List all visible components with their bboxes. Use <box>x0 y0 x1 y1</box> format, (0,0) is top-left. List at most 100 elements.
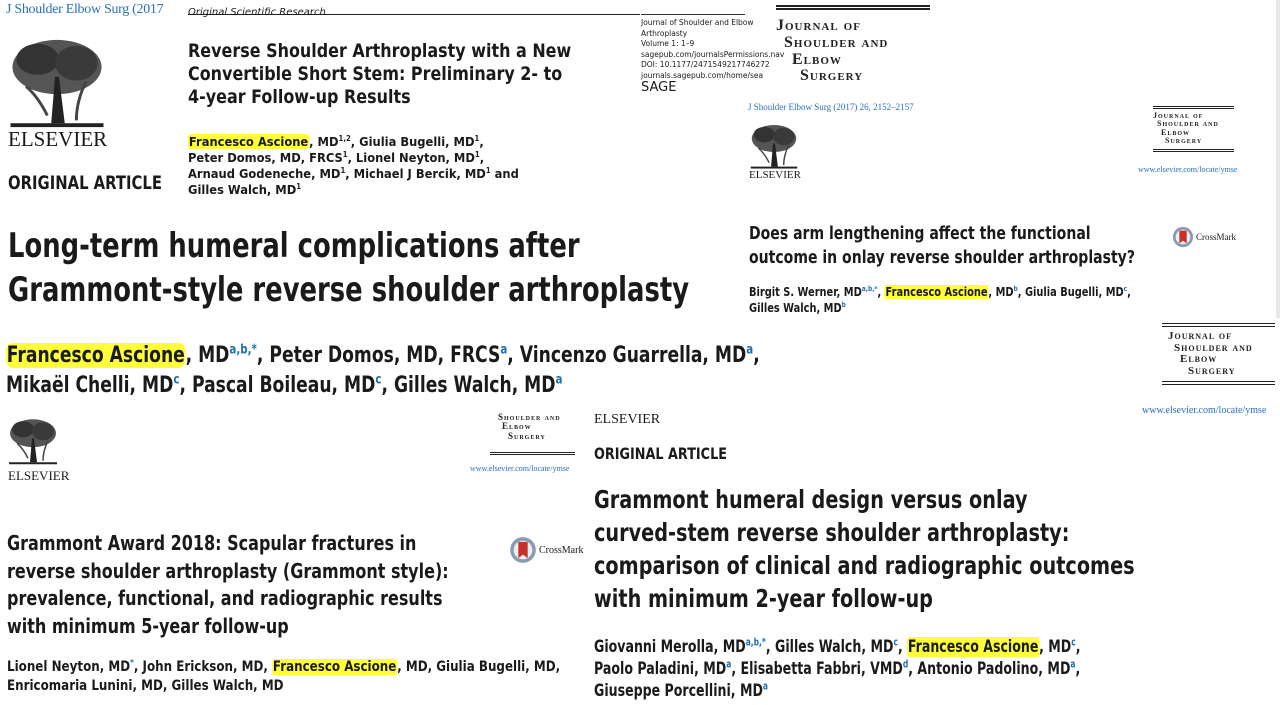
text: c <box>173 372 180 388</box>
jses-logo: Journal of Shoulder and Elbow Surgery <box>1162 323 1275 386</box>
elsevier-tree-logo <box>8 417 58 467</box>
text: Lionel Neyton, MD <box>7 659 131 675</box>
text: CrossMark <box>1196 232 1236 242</box>
text: , Vincenzo Guarrella, MD <box>507 343 747 368</box>
article-type: ORIGINAL ARTICLE <box>8 172 162 194</box>
text: , Pascal Boileau, MD <box>179 373 376 398</box>
text: Surgery <box>800 67 864 85</box>
text: Giuseppe Porcellini, MD <box>594 681 763 701</box>
journal-reference: J Shoulder Elbow Surg (2017 <box>6 2 164 17</box>
paper-title: Grammont Award 2018: Scapular fractures … <box>7 530 449 640</box>
text: outcome in onlay reverse shoulder arthro… <box>749 247 1135 268</box>
text: curved-stem reverse shoulder arthroplast… <box>594 518 1070 547</box>
text: , Michael J Bercik, MD <box>345 166 486 181</box>
paper-title: Does arm lengthening affect the function… <box>749 222 1135 270</box>
text: , Antonio Padolino, MD <box>908 659 1071 679</box>
jses-logo: Journal of Shoulder and Elbow Surgery <box>776 5 930 85</box>
text: a,b,* <box>745 637 766 649</box>
text: , <box>1127 285 1131 299</box>
text: a <box>1070 659 1076 671</box>
journal-url-link[interactable]: www.elsevier.com/locate/ymse <box>1138 165 1238 174</box>
author-list: Francesco Ascione, MD1,2, Giulia Bugelli… <box>188 134 519 198</box>
title-line: 4-year Follow-up Results <box>188 86 411 108</box>
text: Surgery <box>508 430 546 441</box>
text: Journal of <box>776 17 861 34</box>
text: , <box>479 134 484 149</box>
highlighted-author: Francesco Ascione <box>188 134 310 149</box>
text: b <box>841 300 846 309</box>
elsevier-tree-logo <box>749 124 799 170</box>
elsevier-tree-logo <box>8 38 106 130</box>
crossmark-button[interactable]: CrossMark <box>509 536 583 564</box>
highlighted-author: Francesco Ascione <box>6 343 186 368</box>
section-header: Original Scientific Research <box>188 0 640 18</box>
crossmark-icon <box>1172 226 1194 248</box>
text: d <box>902 659 909 671</box>
text: Shoulder and <box>498 412 561 422</box>
text: a <box>746 342 754 358</box>
text: with minimum 2-year follow-up <box>594 584 933 613</box>
section-label: Original Scientific Research <box>188 7 326 18</box>
text: a,b,* <box>229 342 257 358</box>
publisher-logo-text: ELSEVIER <box>594 412 661 427</box>
text: b <box>1013 284 1018 293</box>
text: Elbow <box>1180 353 1218 366</box>
text: CrossMark <box>539 544 584 556</box>
article-type: ORIGINAL ARTICLE <box>594 444 727 463</box>
text: Birgit S. Werner, MD <box>749 285 862 299</box>
text: reverse shoulder arthroplasty (Grammont … <box>7 558 449 583</box>
text: 1 <box>474 149 480 159</box>
text: , Giulia Bugelli, MD <box>1017 285 1124 299</box>
text: Grammont-style reverse shoulder arthropl… <box>8 270 690 310</box>
text: Grammont humeral design versus onlay <box>594 485 1028 514</box>
journal-url-link[interactable]: www.elsevier.com/locate/ymse <box>470 464 570 473</box>
text: a <box>500 342 508 358</box>
journal-url-link[interactable]: www.elsevier.com/locate/ymse <box>1142 405 1267 416</box>
text: with minimum 5-year follow-up <box>7 613 289 638</box>
text: journals.sagepub.com/home/sea <box>641 70 764 80</box>
text: Mikaël Chelli, MD <box>6 373 174 398</box>
highlighted-author: Francesco Ascione <box>884 285 989 299</box>
text: , Lionel Neyton, MD <box>347 150 475 165</box>
title-line: Convertible Short Stem: Preliminary 2- t… <box>188 63 563 85</box>
text: Arnaud Godeneche, MD <box>188 166 341 181</box>
author-list: Lionel Neyton, MD*, John Erickson, MD, F… <box>7 658 560 696</box>
text: Enricomaria Lunini, MD, Gilles Walch, MD <box>7 678 284 694</box>
crossmark-icon <box>509 536 537 564</box>
text: a <box>726 659 732 671</box>
text: comparison of clinical and radiographic … <box>594 551 1135 580</box>
paper-title: Grammont humeral design versus onlay curv… <box>594 483 1135 615</box>
text: , Gilles Walch, MD <box>765 637 894 657</box>
text: 1 <box>340 165 346 175</box>
text: a <box>762 681 769 693</box>
text: , <box>1075 637 1081 657</box>
text: , MD <box>1039 637 1072 657</box>
text: c <box>1071 637 1076 649</box>
text: Giovanni Merolla, MD <box>594 637 746 657</box>
text: , <box>1075 659 1081 679</box>
text: , <box>753 343 760 368</box>
text: sagepub.com/journalsPermissions.nav <box>641 49 785 59</box>
text: , John Erickson, MD, <box>133 659 273 675</box>
text: Elbow <box>502 421 532 432</box>
text: Shoulder and <box>784 33 889 51</box>
highlighted-author: Francesco Ascione <box>907 637 1040 657</box>
text: , MD <box>185 343 230 368</box>
text: Shoulder and <box>1157 119 1219 129</box>
paper-title: Reverse Shoulder Arthroplasty with a New… <box>188 40 571 109</box>
text: , MD <box>988 285 1014 299</box>
text: 1 <box>342 149 348 159</box>
text: Arthroplasty <box>641 28 688 38</box>
crossmark-button[interactable]: CrossMark <box>1172 226 1236 248</box>
text: , <box>897 637 908 657</box>
text: Elbow <box>1161 127 1191 137</box>
text: 1 <box>296 181 302 191</box>
text: c <box>1123 284 1128 293</box>
text: , Peter Domos, MD, FRCS <box>256 343 501 368</box>
text: Does arm lengthening affect the function… <box>749 223 1091 244</box>
text: * <box>130 657 134 668</box>
text: Gilles Walch, MD <box>188 182 297 197</box>
publisher-logo-text: ELSEVIER <box>8 127 108 151</box>
publisher-logo-text: ELSEVIER <box>749 169 801 181</box>
author-list: Birgit S. Werner, MDa,b,*, Francesco Asc… <box>749 284 1131 315</box>
